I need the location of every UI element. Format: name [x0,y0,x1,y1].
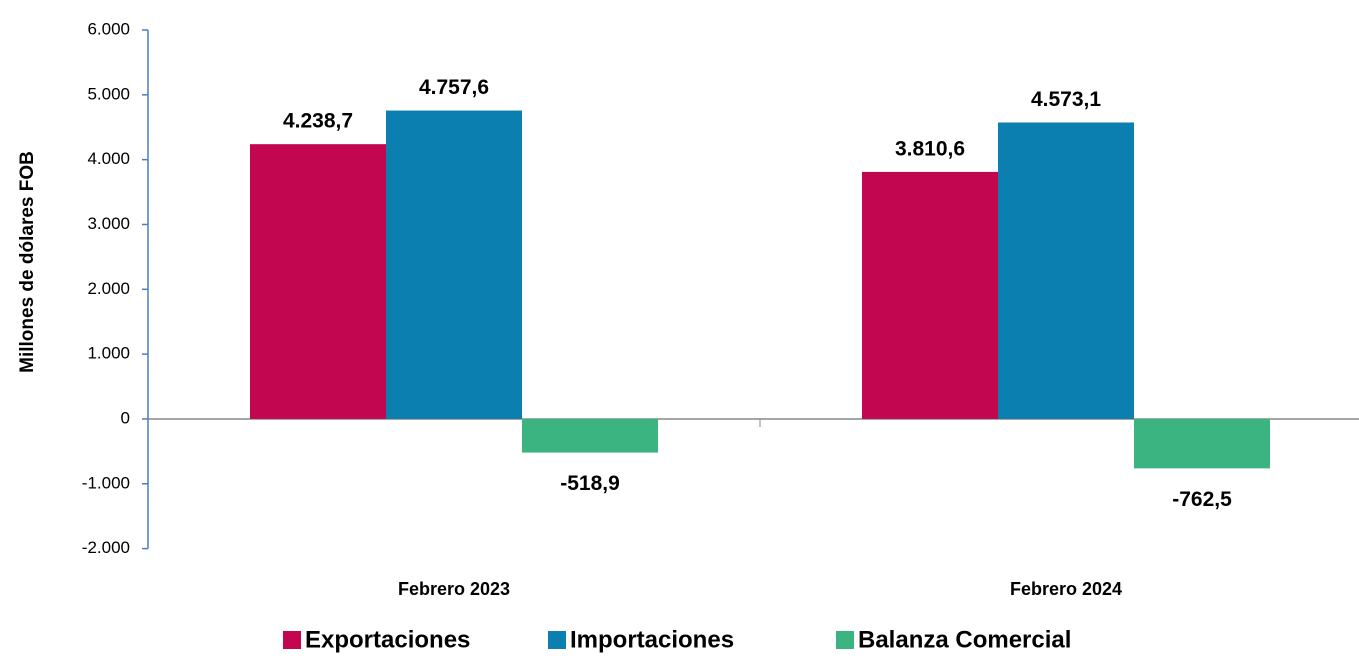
value-label: -518,9 [560,472,620,495]
bar [862,171,998,419]
value-label: 3.810,6 [895,137,965,160]
bar [998,122,1134,419]
legend-label: Balanza Comercial [858,626,1071,653]
value-label: 4.573,1 [1031,88,1101,111]
value-label: 4.238,7 [283,110,353,133]
value-label: 4.757,6 [419,76,489,99]
value-label: -762,5 [1172,488,1232,511]
x-tick-label: Febrero 2023 [398,579,510,599]
bar [386,110,522,419]
legend-label: Exportaciones [305,626,470,653]
y-tick-label: 3.000 [87,214,130,233]
y-tick-label: 2.000 [87,279,130,298]
bar [1134,418,1270,469]
y-tick-label: -2.000 [82,538,130,557]
legend-swatch [283,631,301,649]
y-tick-label: 5.000 [87,84,130,103]
y-tick-label: 1.000 [87,344,130,363]
y-tick-label: -1.000 [82,473,130,492]
legend-label: Importaciones [570,626,734,653]
legend-swatch [836,631,854,649]
y-tick-label: 0 [121,408,130,427]
bar [522,418,658,453]
y-tick-label: 4.000 [87,149,130,168]
legend-swatch [548,631,566,649]
bar [250,144,386,419]
y-axis-label: Millones de dólares FOB [17,151,38,373]
y-tick-label: 6.000 [87,19,130,38]
x-tick-label: Febrero 2024 [1010,579,1122,599]
